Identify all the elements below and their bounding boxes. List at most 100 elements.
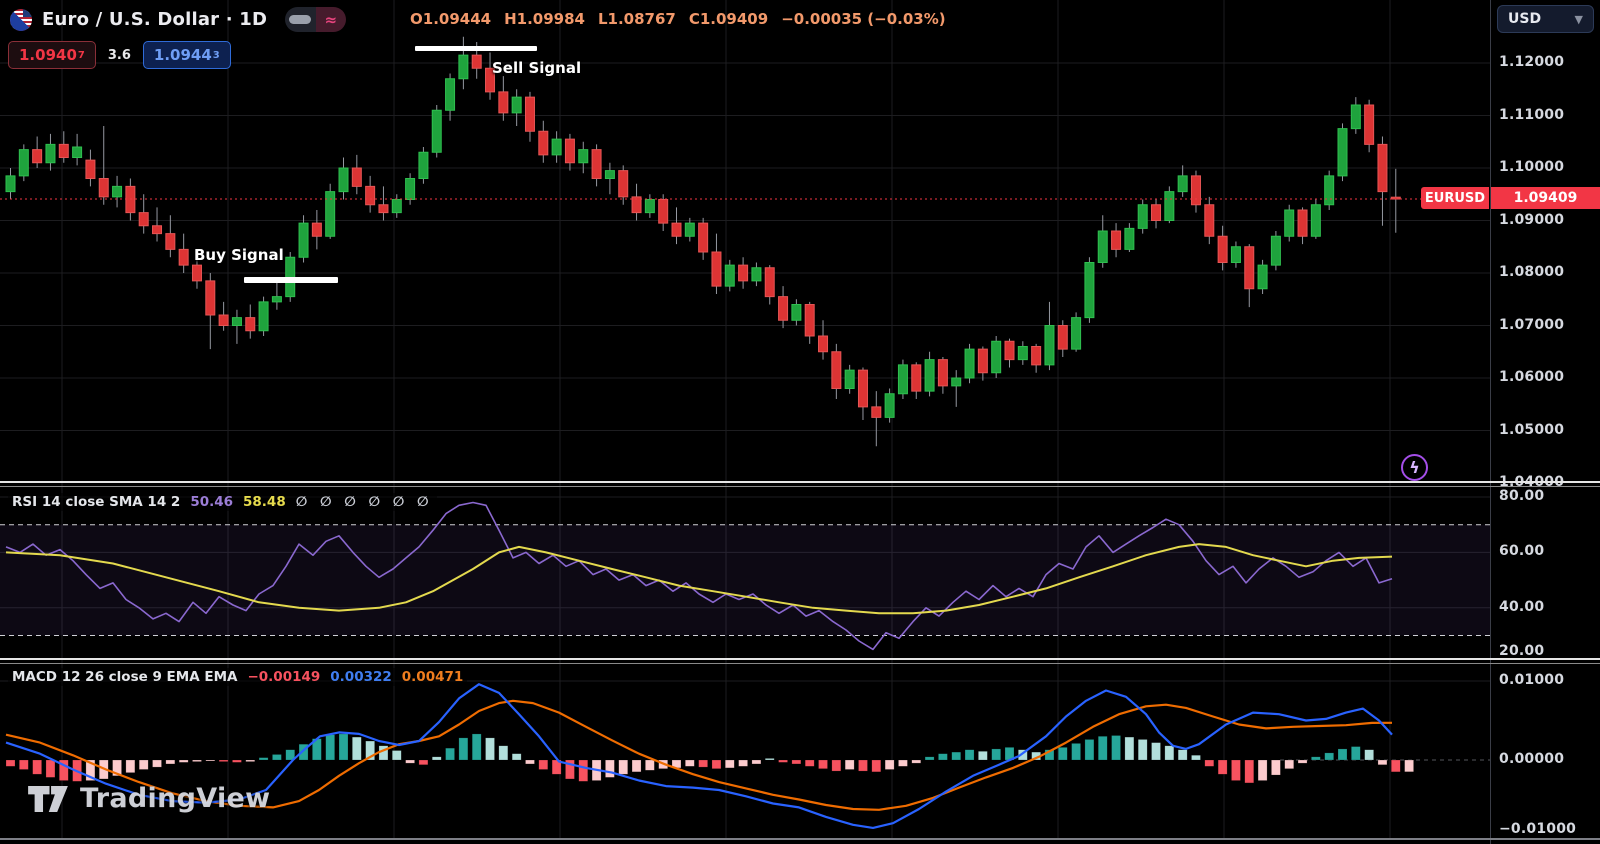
macd-histogram-bar: [791, 759, 802, 765]
tradingview-mark-icon: [28, 785, 68, 812]
macd-histogram-bar: [924, 756, 935, 761]
candle-body: [1031, 346, 1042, 366]
tradingview-logo[interactable]: TradingView: [28, 783, 270, 814]
candle-body: [1230, 246, 1241, 263]
lightning-bolt-button[interactable]: ϟ: [1401, 454, 1428, 481]
macd-histogram-bar: [991, 748, 1001, 761]
candle-body: [458, 54, 469, 80]
sell-signal-bar: [415, 46, 537, 51]
candle-body: [724, 264, 735, 287]
macd-histogram-bar: [1311, 756, 1321, 761]
macd-histogram-bar: [1284, 759, 1294, 769]
price-tick: 1.09000: [1499, 211, 1565, 228]
pane-separator[interactable]: [0, 658, 1600, 660]
macd-histogram-bar: [951, 751, 961, 761]
rsi-indicator-title[interactable]: RSI 14 close SMA 14 2: [12, 494, 181, 510]
candle-body: [98, 178, 109, 198]
candle-body: [1044, 325, 1055, 366]
macd-histogram-bar: [1111, 735, 1121, 761]
candle-body: [32, 149, 43, 164]
pane-separator[interactable]: [0, 481, 1600, 483]
candle-body: [1270, 235, 1281, 266]
candle-body: [524, 96, 535, 132]
macd-histogram-bar: [565, 759, 575, 780]
candle-body: [218, 314, 229, 326]
candle-body: [551, 138, 562, 156]
macd-histogram-bar: [1058, 747, 1068, 761]
macd-histogram-bar: [1404, 759, 1414, 773]
price-tick: 1.05000: [1499, 421, 1565, 438]
candle-body: [58, 143, 69, 158]
macd-histogram-bar: [5, 759, 16, 767]
candle-body: [85, 159, 96, 179]
macd-histogram-bar: [1204, 759, 1215, 767]
macd-histogram-bar: [1137, 739, 1148, 761]
symbol-title[interactable]: Euro / U.S. Dollar · 1D: [42, 9, 268, 30]
price-tick: 1.07000: [1499, 316, 1565, 333]
macd-histogram-value: −0.00149: [247, 669, 321, 685]
candle-body: [231, 317, 242, 326]
candle-body: [778, 296, 789, 321]
macd-histogram-bar: [631, 759, 642, 773]
candle-body: [205, 280, 216, 316]
candle-body: [45, 143, 56, 164]
macd-histogram-bar: [511, 753, 522, 761]
price-tick: 1.12000: [1499, 54, 1565, 70]
candle-body: [1097, 230, 1108, 263]
candle-body: [578, 149, 589, 164]
macd-signal-value: 0.00471: [401, 669, 464, 685]
candle-body: [391, 199, 402, 214]
currency-selector-button[interactable]: USD ▼: [1497, 5, 1594, 33]
buy-signal-bar: [244, 277, 338, 283]
candle-body: [1204, 204, 1215, 237]
macd-tick: −0.01000: [1499, 821, 1577, 837]
candle-body: [964, 348, 975, 379]
rsi-tick: 60.00: [1499, 543, 1545, 560]
macd-histogram-bar: [804, 759, 815, 767]
price-scale[interactable]: USD ▼ 1.12000 1.11000 1.10000 1.09000 1.0800…: [1490, 0, 1600, 844]
macd-histogram-bar: [1377, 759, 1388, 765]
candle-body: [618, 170, 629, 198]
approx-icon: ≈: [315, 7, 347, 32]
macd-indicator-title[interactable]: MACD 12 26 close 9 EMA EMA: [12, 669, 238, 685]
macd-histogram-bar: [685, 759, 695, 767]
macd-histogram-bar: [1337, 748, 1348, 761]
candle-body: [1324, 175, 1335, 206]
open-value: O1.09444: [410, 10, 492, 28]
quote-mode-toggle[interactable]: ≈: [285, 7, 347, 32]
candle-body: [1137, 204, 1148, 229]
macd-histogram-bar: [1257, 759, 1268, 781]
symbol-price-flag[interactable]: EURUSD: [1421, 187, 1489, 209]
macd-histogram-bar: [525, 759, 535, 765]
macd-histogram-bar: [338, 733, 349, 761]
sell-signal-annotation[interactable]: Sell Signal: [492, 59, 582, 77]
macd-histogram-bar: [778, 759, 788, 763]
macd-histogram-bar: [352, 736, 362, 761]
high-value: H1.09984: [504, 10, 585, 28]
macd-histogram-bar: [19, 759, 29, 770]
macd-histogram-bar: [844, 759, 855, 770]
macd-histogram-bar: [725, 759, 735, 769]
symbol-label: EURUSD: [1424, 190, 1486, 206]
macd-histogram-bar: [1071, 743, 1081, 761]
macd-histogram-bar: [1097, 736, 1108, 761]
macd-histogram-bar: [1231, 759, 1241, 781]
candle-body: [1377, 143, 1388, 193]
candle-body: [1151, 204, 1162, 221]
candle-body: [418, 151, 429, 179]
low-value: L1.08767: [597, 10, 676, 28]
macd-histogram-bar: [365, 740, 375, 761]
macd-histogram-bar: [1297, 759, 1308, 764]
candle-body: [1124, 227, 1135, 250]
candle-body: [1217, 235, 1228, 263]
buy-ask-button[interactable]: 1.0944 3: [142, 41, 231, 69]
macd-histogram-bar: [1177, 749, 1188, 761]
macd-histogram-bar: [1271, 759, 1281, 776]
macd-histogram-bar: [978, 751, 988, 761]
macd-histogram-bar: [285, 749, 295, 761]
sell-bid-button[interactable]: 1.0940 7: [8, 41, 96, 69]
toggle-knob-icon: [289, 15, 312, 24]
buy-signal-annotation[interactable]: Buy Signal: [194, 246, 284, 264]
macd-histogram-bar: [538, 759, 549, 770]
